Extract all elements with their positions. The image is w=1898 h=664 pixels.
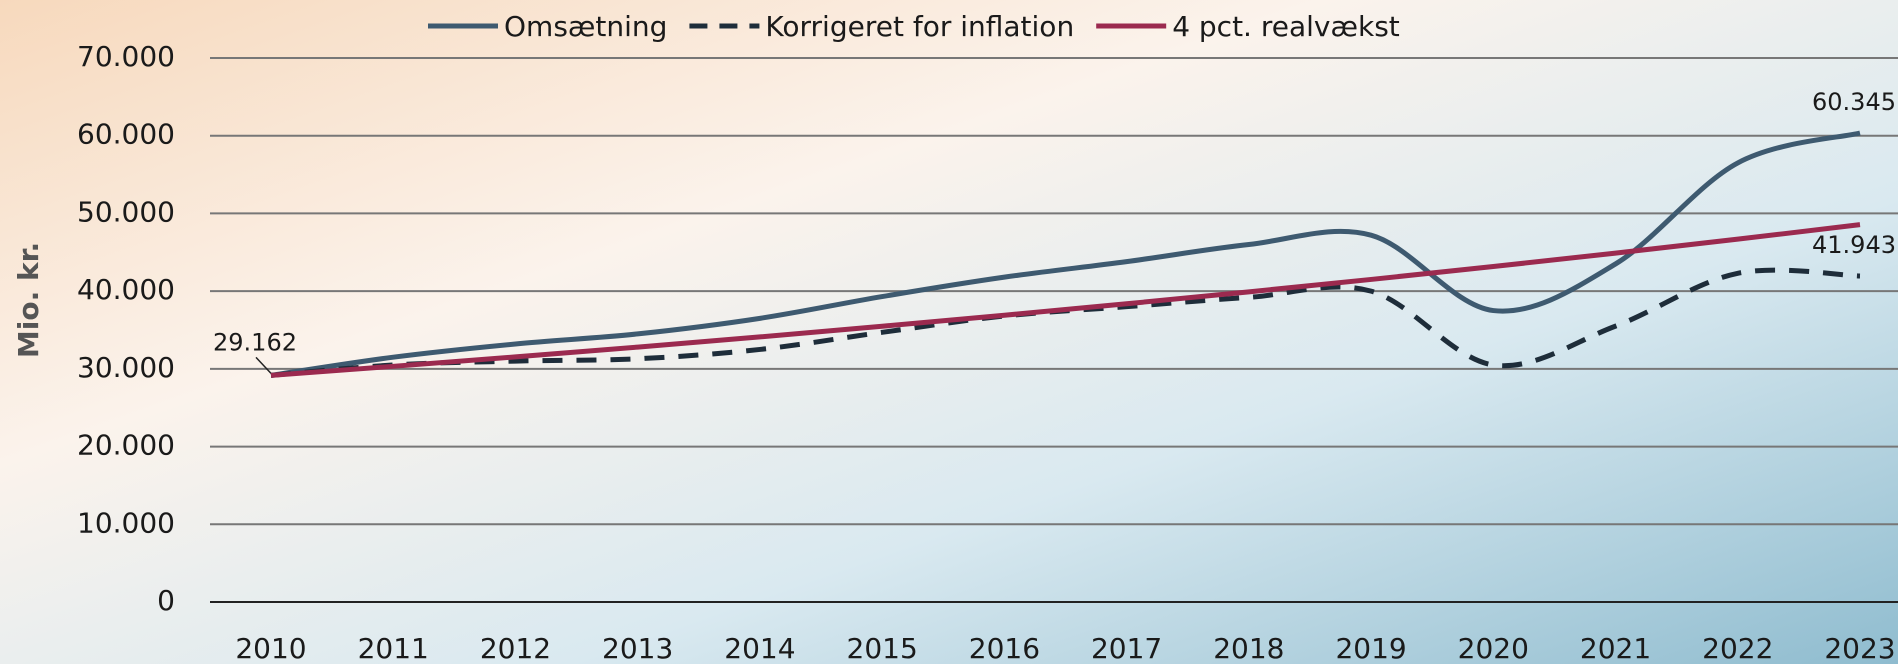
- x-tick-label: 2022: [1702, 632, 1773, 664]
- legend-label: 4 pct. realvækst: [1172, 10, 1400, 43]
- x-tick-label: 2019: [1335, 632, 1406, 664]
- line: [270, 267, 1861, 378]
- x-tick-label: 2017: [1091, 632, 1162, 664]
- data-label: 41.943: [1812, 231, 1896, 259]
- line: [270, 130, 1861, 378]
- legend-label: Omsætning: [504, 10, 667, 43]
- x-tick-label: 2014: [724, 632, 795, 664]
- y-tick-label: 30.000: [77, 351, 175, 384]
- x-tick-label: 2016: [969, 632, 1040, 664]
- y-tick-label: 60.000: [77, 118, 175, 151]
- y-tick-label: 50.000: [77, 195, 175, 228]
- y-tick-label: 10.000: [77, 506, 175, 539]
- data-label: 60.345: [1812, 88, 1896, 116]
- x-tick-label: 2021: [1580, 632, 1651, 664]
- x-tick-label: 2010: [235, 632, 306, 664]
- x-tick-label: 2018: [1213, 632, 1284, 664]
- data-label: 29.162: [213, 328, 297, 356]
- legend-label: Korrigeret for inflation: [765, 10, 1074, 43]
- y-tick-label: 40.000: [77, 273, 175, 306]
- x-tick-label: 2015: [847, 632, 918, 664]
- x-tick-label: 2013: [602, 632, 673, 664]
- y-tick-label: 20.000: [77, 429, 175, 462]
- x-tick-label: 2020: [1458, 632, 1529, 664]
- y-tick-label: 70.000: [77, 40, 175, 73]
- x-tick-label: 2023: [1824, 632, 1895, 664]
- y-tick-label: 0: [157, 584, 175, 617]
- line: [270, 222, 1861, 378]
- x-tick-label: 2012: [480, 632, 551, 664]
- y-axis-title: Mio. kr.: [12, 242, 45, 358]
- leader-line: [255, 356, 272, 374]
- x-tick-label: 2011: [358, 632, 429, 664]
